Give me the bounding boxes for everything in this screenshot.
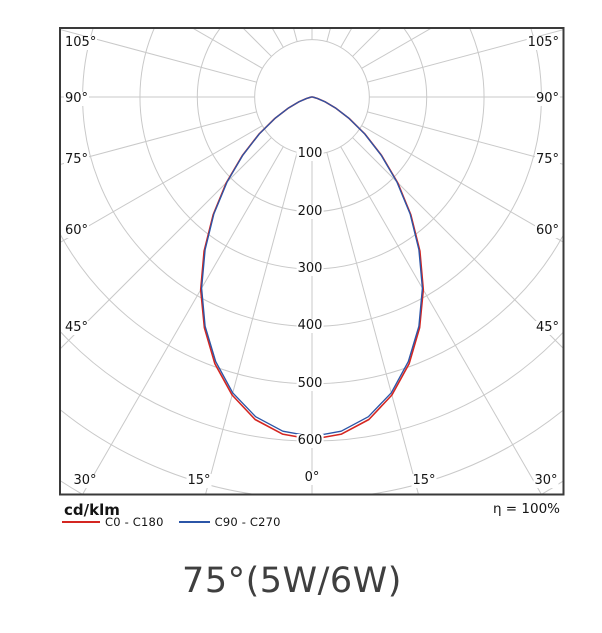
legend-item-c0-c180: C0 - C180 (62, 515, 164, 529)
plot-border (59, 27, 565, 496)
legend-item-c90-c270: C90 - C270 (178, 515, 281, 529)
efficiency-label: η = 100% (492, 501, 560, 517)
unit-label: cd/klm (64, 501, 120, 519)
polar-grid (61, 29, 563, 494)
legend: C0 - C180 C90 - C270 (62, 515, 281, 529)
polar-chart (59, 27, 565, 496)
legend-label: C90 - C270 (214, 515, 281, 529)
page-title: 75°(5W/6W) (182, 561, 402, 601)
legend-label: C0 - C180 (105, 515, 164, 529)
legend-line-red-icon (62, 521, 100, 523)
legend-line-blue-icon (178, 521, 210, 523)
